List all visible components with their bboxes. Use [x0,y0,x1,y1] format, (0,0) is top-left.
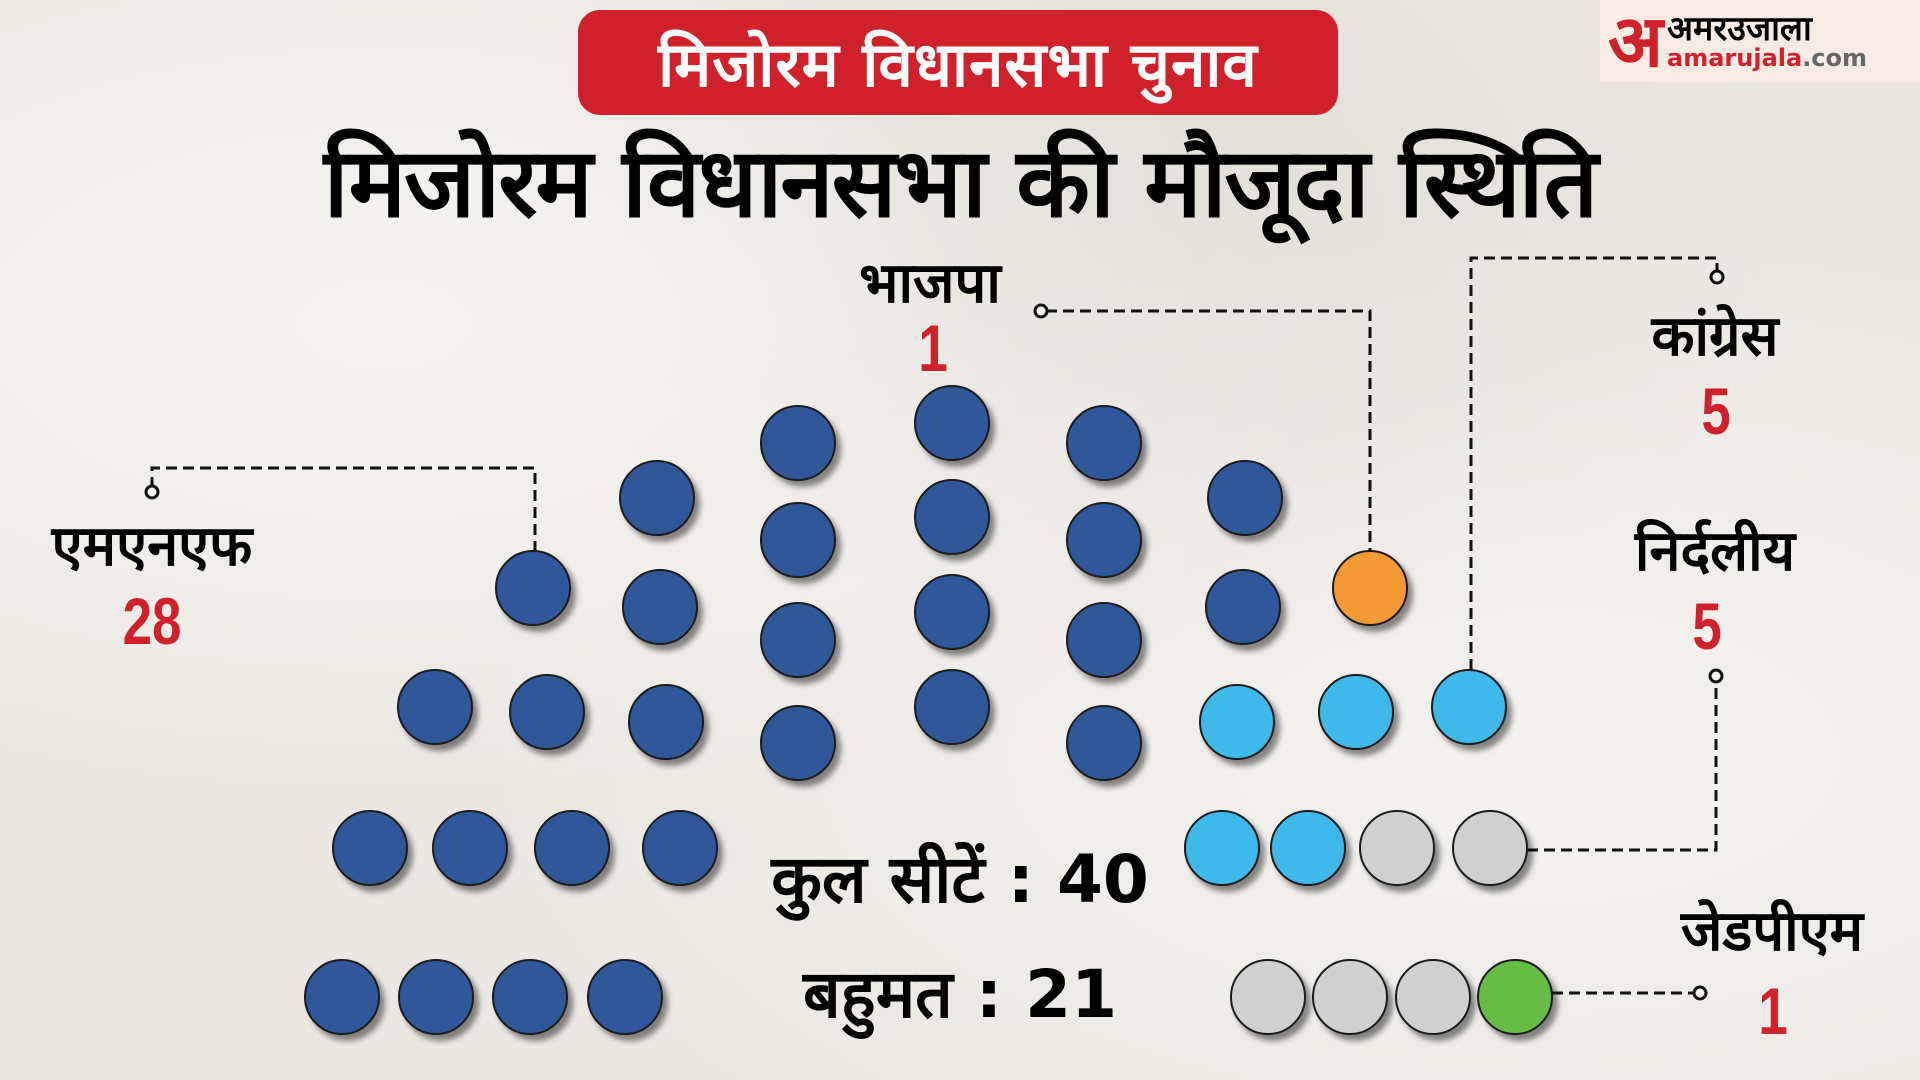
seat-bjp [1332,550,1408,626]
seat-mnf [760,405,836,481]
count-mnf: 28 [122,584,182,658]
seat-mnf [509,674,585,750]
seat-mnf [534,810,610,886]
seat-mnf [760,502,836,578]
seat-mnf [587,959,663,1035]
seat-mnf [914,669,990,745]
label-bjp: भाजपा [859,251,1001,316]
majority: बहुमत : 21 [802,956,1117,1033]
seat-inc [1431,669,1507,745]
amarujala-logo: अ अमरउजाला amarujala.com [1600,0,1920,82]
seat-mnf [619,460,695,536]
seat-inc [1199,684,1275,760]
seat-mnf [492,959,568,1035]
count-zpm: 1 [1758,974,1788,1048]
leader-endpoints [144,269,1725,1001]
seat-mnf [1066,705,1142,781]
seat-mnf [628,684,704,760]
seat-mnf [622,569,698,645]
logo-domain: amarujala.com [1667,44,1868,72]
seat-ind [1452,810,1528,886]
chart-title: मिजोरम विधानसभा की मौजूदा स्थिति [323,127,1599,239]
seat-mnf [1066,405,1142,481]
seat-inc [1270,810,1346,886]
count-ind: 5 [1692,589,1722,663]
seat-mnf [1066,502,1142,578]
seat-mnf [398,959,474,1035]
label-zpm: जेडपीएम [1680,899,1864,964]
seat-mnf [495,550,571,626]
seat-mnf [397,669,473,745]
label-ind: निर्दलीय [1634,519,1796,584]
seat-mnf [1066,602,1142,678]
seat-mnf [914,479,990,555]
seats-group [304,385,1553,1035]
seat-ind [1230,959,1306,1035]
total-seats: कुल सीटें : 40 [771,841,1149,918]
seat-mnf [1207,460,1283,536]
seat-mnf [304,959,380,1035]
seat-inc [1318,674,1394,750]
seat-mnf [1205,569,1281,645]
label-mnf: एमएनएफ [51,514,253,579]
logo-glyph: अ [1608,0,1664,83]
seat-mnf [914,385,990,461]
seat-ind [1312,959,1388,1035]
election-banner: मिजोरम विधानसभा चुनाव [578,10,1338,115]
seat-ind [1395,959,1471,1035]
seat-ind [1359,810,1435,886]
seat-mnf [642,810,718,886]
seat-zpm [1477,959,1553,1035]
logo-hindi: अमरउजाला [1667,9,1812,49]
count-inc: 5 [1701,374,1731,448]
label-inc: कांग्रेस [1651,304,1779,369]
seat-mnf [760,705,836,781]
seat-mnf [432,810,508,886]
seat-mnf [914,574,990,650]
seat-inc [1184,810,1260,886]
count-bjp: 1 [918,311,948,385]
seat-mnf [332,810,408,886]
leader-lines [150,256,1719,995]
seat-mnf [760,602,836,678]
banner-text: मिजोरम विधानसभा चुनाव [658,27,1258,101]
